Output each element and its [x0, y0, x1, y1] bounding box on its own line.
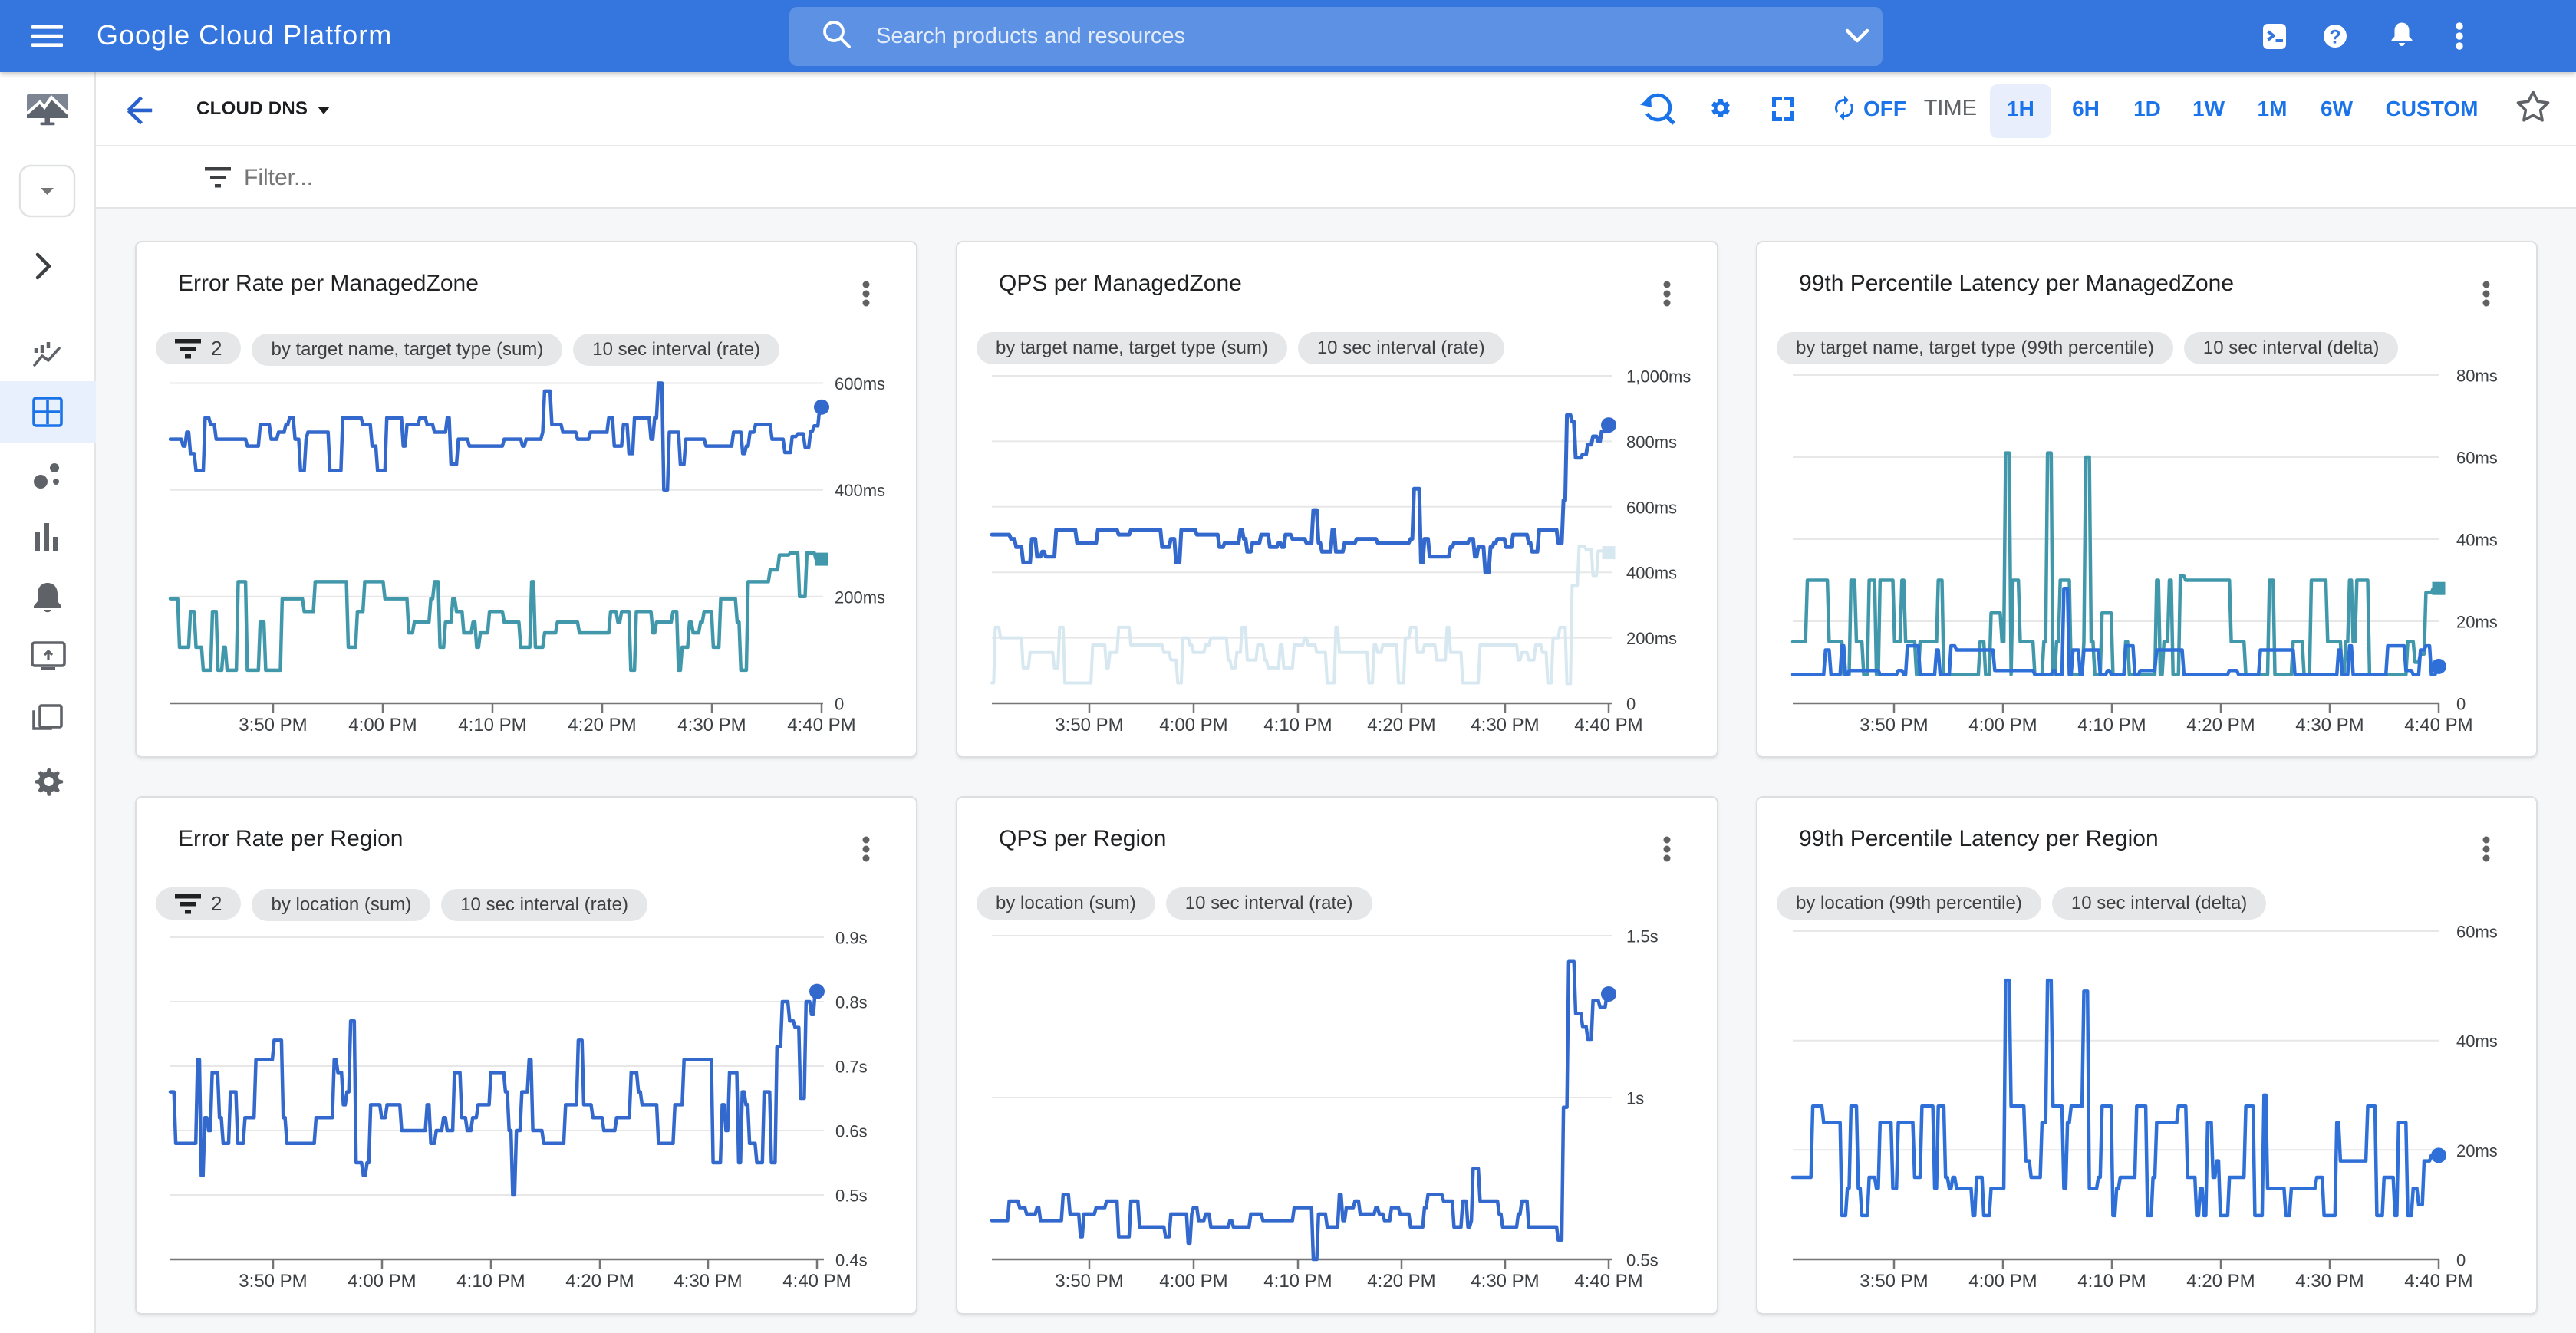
svg-text:4:40 PM: 4:40 PM [1574, 1271, 1642, 1292]
svg-text:1,000ms: 1,000ms [1626, 367, 1691, 387]
svg-text:40ms: 40ms [2456, 1032, 2498, 1051]
svg-text:4:20 PM: 4:20 PM [565, 1271, 634, 1292]
svg-text:1.5s: 1.5s [1626, 927, 1659, 946]
svg-text:0: 0 [1626, 695, 1636, 714]
svg-text:4:20 PM: 4:20 PM [568, 715, 636, 736]
svg-text:3:50 PM: 3:50 PM [239, 1271, 307, 1292]
svg-text:4:40 PM: 4:40 PM [787, 715, 855, 736]
svg-text:4:40 PM: 4:40 PM [2404, 715, 2472, 736]
svg-text:4:30 PM: 4:30 PM [1471, 715, 1539, 736]
svg-text:0.4s: 0.4s [835, 1251, 868, 1270]
svg-text:3:50 PM: 3:50 PM [1860, 1271, 1928, 1292]
svg-text:4:10 PM: 4:10 PM [456, 1271, 525, 1292]
svg-text:400ms: 400ms [1626, 564, 1677, 583]
svg-text:0.9s: 0.9s [835, 929, 868, 948]
svg-text:200ms: 200ms [835, 588, 885, 607]
svg-text:4:30 PM: 4:30 PM [674, 1271, 742, 1292]
svg-text:0.7s: 0.7s [835, 1058, 868, 1077]
svg-text:4:20 PM: 4:20 PM [2186, 715, 2255, 736]
svg-text:0.6s: 0.6s [835, 1122, 868, 1141]
svg-text:60ms: 60ms [2456, 923, 2498, 942]
svg-text:20ms: 20ms [2456, 1141, 2498, 1160]
svg-text:600ms: 600ms [1626, 498, 1677, 517]
svg-text:4:30 PM: 4:30 PM [1471, 1271, 1539, 1292]
svg-text:4:20 PM: 4:20 PM [2186, 1271, 2255, 1292]
svg-text:0.8s: 0.8s [835, 993, 868, 1012]
svg-text:0.5s: 0.5s [1626, 1251, 1659, 1270]
svg-text:4:10 PM: 4:10 PM [458, 715, 526, 736]
svg-text:4:20 PM: 4:20 PM [1367, 715, 1435, 736]
svg-text:4:40 PM: 4:40 PM [782, 1271, 851, 1292]
svg-text:4:00 PM: 4:00 PM [1159, 715, 1227, 736]
svg-text:1s: 1s [1626, 1089, 1644, 1108]
svg-text:4:00 PM: 4:00 PM [1968, 715, 2037, 736]
svg-text:80ms: 80ms [2456, 367, 2498, 386]
svg-text:4:20 PM: 4:20 PM [1367, 1271, 1435, 1292]
svg-text:4:00 PM: 4:00 PM [1968, 1271, 2037, 1292]
svg-text:4:00 PM: 4:00 PM [1159, 1271, 1227, 1292]
svg-text:3:50 PM: 3:50 PM [1860, 715, 1928, 736]
svg-text:4:40 PM: 4:40 PM [1574, 715, 1642, 736]
svg-text:3:50 PM: 3:50 PM [1055, 715, 1123, 736]
svg-text:600ms: 600ms [835, 374, 885, 393]
svg-text:0: 0 [2456, 695, 2466, 714]
svg-text:4:30 PM: 4:30 PM [677, 715, 746, 736]
svg-text:0: 0 [2456, 1251, 2466, 1270]
svg-text:4:00 PM: 4:00 PM [348, 1271, 416, 1292]
svg-text:200ms: 200ms [1626, 629, 1677, 648]
svg-text:60ms: 60ms [2456, 449, 2498, 468]
svg-text:800ms: 800ms [1626, 433, 1677, 452]
svg-text:4:30 PM: 4:30 PM [2295, 1271, 2364, 1292]
svg-text:20ms: 20ms [2456, 613, 2498, 632]
svg-text:4:10 PM: 4:10 PM [1263, 715, 1332, 736]
svg-text:40ms: 40ms [2456, 531, 2498, 550]
svg-text:400ms: 400ms [835, 481, 885, 500]
svg-text:4:00 PM: 4:00 PM [348, 715, 417, 736]
svg-text:?: ? [2329, 27, 2340, 48]
svg-text:4:10 PM: 4:10 PM [2077, 1271, 2146, 1292]
svg-text:4:10 PM: 4:10 PM [2077, 715, 2146, 736]
svg-text:3:50 PM: 3:50 PM [239, 715, 307, 736]
svg-text:4:40 PM: 4:40 PM [2404, 1271, 2472, 1292]
svg-text:4:10 PM: 4:10 PM [1263, 1271, 1332, 1292]
svg-text:3:50 PM: 3:50 PM [1055, 1271, 1123, 1292]
svg-text:4:30 PM: 4:30 PM [2295, 715, 2364, 736]
svg-text:0.5s: 0.5s [835, 1187, 868, 1206]
svg-text:0: 0 [835, 695, 844, 714]
